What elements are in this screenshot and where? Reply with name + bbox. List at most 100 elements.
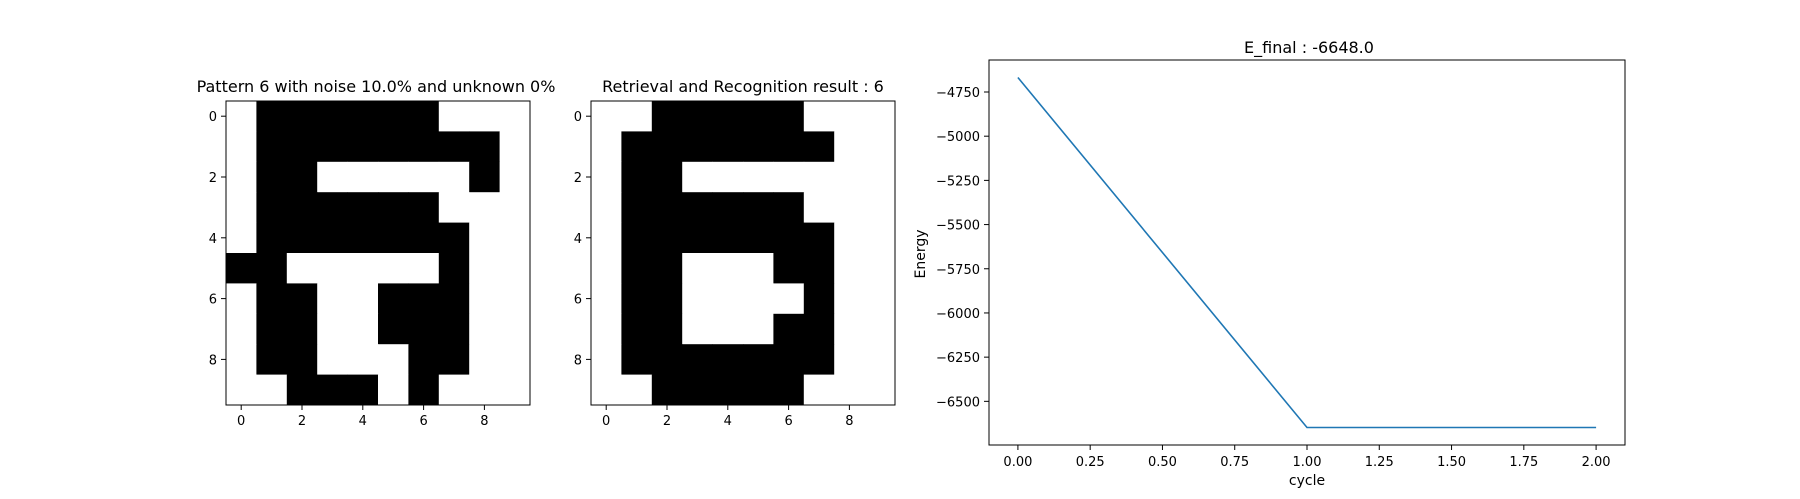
grid-cell [226,283,257,315]
grid-cell [651,283,683,315]
grid-cell [712,161,744,193]
grid-cell [408,374,440,406]
grid-cell [499,222,531,254]
grid-cell [347,131,379,163]
grid-cell [226,101,257,132]
y-tick-label: 2 [209,171,217,186]
grid-cell [621,253,653,284]
grid-cell [469,374,500,406]
grid-cell [469,131,500,163]
grid-cell [864,253,896,284]
grid-cell [438,283,470,315]
grid-cell [408,283,440,315]
grid-cell [743,313,774,345]
grid-cell [378,192,409,223]
grid-cell [438,192,470,223]
grid-cell [499,131,531,163]
grid-cell [682,253,713,284]
grid-cell [712,253,744,284]
grid-cell [317,313,348,345]
grid-cell [226,161,257,193]
y-tick-label: 6 [574,293,582,308]
grid-cell [286,192,318,223]
grid-cell [408,161,440,193]
y-tick-label: 4 [209,232,217,247]
grid-cell [621,313,653,345]
grid-cell [864,313,896,345]
grid-cell [773,101,805,132]
grid-cell [773,192,805,223]
x-tick-label: 0 [237,414,245,429]
grid-cell [256,344,288,375]
grid-cell [834,101,865,132]
x-tick-label: 6 [784,414,792,429]
grid-cell [378,101,409,132]
x-tick-label: 8 [845,414,853,429]
x-tick-label: 1.25 [1365,455,1394,470]
grid-cell [591,192,622,223]
x-tick-label: 0.00 [1003,455,1032,470]
grid-cell [773,283,805,315]
grid-cell [591,283,622,315]
grid-cell [408,101,440,132]
grid-cell [256,253,288,284]
grid-cell [712,283,744,315]
grid-cell [286,344,318,375]
grid-cell [803,161,835,193]
grid-cell [712,374,744,406]
x-tick-label: 2 [298,414,306,429]
x-tick-label: 2.00 [1582,455,1611,470]
grid-cell [378,374,409,406]
grid-cell [591,131,622,163]
grid-cell [438,222,470,254]
grid-cell [499,374,531,406]
grid-cell [591,253,622,284]
grid-cell [682,161,713,193]
x-tick-label: 1.50 [1437,455,1466,470]
x-tick-label: 4 [359,414,367,429]
grid-cell [712,101,744,132]
pattern-panel: Pattern 6 with noise 10.0% and unknown 0… [197,77,556,429]
grid-cell [469,283,500,315]
grid-cell [286,253,318,284]
grid-cell [347,101,379,132]
y-tick-label: −5500 [936,219,980,234]
grid-cell [226,374,257,406]
grid-cell [834,253,865,284]
grid-cell [803,283,835,315]
grid-cell [256,101,288,132]
grid-cell [317,131,348,163]
grid-cell [743,131,774,163]
grid-cell [256,313,288,345]
grid-cell [712,222,744,254]
grid-cell [864,101,896,132]
grid-cell [834,161,865,193]
grid-cell [743,253,774,284]
grid-cell [712,192,744,223]
grid-cell [773,253,805,284]
grid-cell [591,101,622,132]
grid-cell [347,374,379,406]
grid-cell [864,344,896,375]
grid-cell [743,101,774,132]
y-tick-label: 8 [209,353,217,368]
grid-cell [378,313,409,345]
grid-cell [803,344,835,375]
grid-cell [286,283,318,315]
x-tick-label: 2 [663,414,671,429]
y-tick-label: −6250 [936,351,980,366]
grid-cell [621,344,653,375]
grid-cell [499,253,531,284]
grid-cell [378,253,409,284]
energy-title: E_final : -6648.0 [1244,38,1374,58]
grid-cell [591,313,622,345]
grid-cell [286,222,318,254]
grid-cell [682,283,713,315]
grid-cell [499,161,531,193]
grid-cell [621,101,653,132]
x-tick-label: 8 [480,414,488,429]
grid-cell [438,253,470,284]
y-tick-label: 0 [209,110,217,125]
grid-cell [408,253,440,284]
